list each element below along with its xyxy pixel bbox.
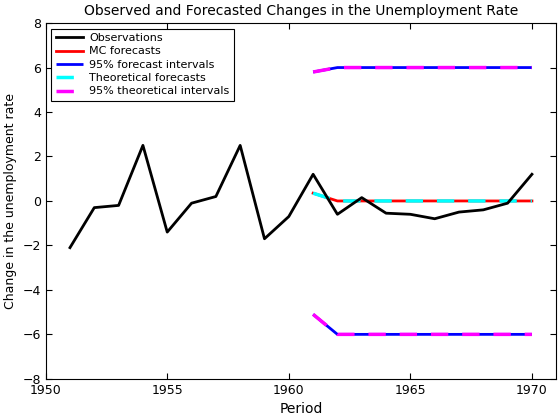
95% forecast intervals [334, 65, 341, 70]
95% theoretical intervals [407, 65, 414, 70]
95% forecast intervals [407, 65, 414, 70]
Observations [456, 210, 463, 215]
MC forecasts [382, 198, 389, 203]
95% forecast intervals [456, 65, 463, 70]
Observations [529, 172, 535, 177]
95% theoretical intervals [456, 65, 463, 70]
95% forecast intervals [382, 65, 389, 70]
Observations [480, 207, 487, 213]
95% theoretical intervals [358, 65, 365, 70]
Theoretical forecasts [529, 198, 535, 203]
Theoretical forecasts [504, 198, 511, 203]
Line: MC forecasts: MC forecasts [313, 193, 532, 201]
Observations [212, 194, 219, 199]
Y-axis label: Change in the unemployment rate: Change in the unemployment rate [4, 93, 17, 309]
95% theoretical intervals [334, 65, 341, 70]
95% theoretical intervals [382, 65, 389, 70]
95% forecast intervals [504, 65, 511, 70]
95% theoretical intervals [431, 65, 438, 70]
Observations [164, 230, 171, 235]
Observations [115, 203, 122, 208]
MC forecasts [529, 198, 535, 203]
Theoretical forecasts [480, 198, 487, 203]
Line: Observations: Observations [70, 145, 532, 248]
X-axis label: Period: Period [279, 402, 323, 416]
Observations [358, 195, 365, 200]
95% theoretical intervals [504, 65, 511, 70]
MC forecasts [456, 198, 463, 203]
MC forecasts [310, 191, 316, 196]
MC forecasts [504, 198, 511, 203]
Theoretical forecasts [310, 191, 316, 196]
Observations [334, 212, 341, 217]
MC forecasts [480, 198, 487, 203]
95% forecast intervals [529, 65, 535, 70]
Observations [310, 172, 316, 177]
95% theoretical intervals [310, 69, 316, 74]
Observations [407, 212, 414, 217]
Theoretical forecasts [456, 198, 463, 203]
Theoretical forecasts [358, 198, 365, 203]
Observations [504, 201, 511, 206]
Theoretical forecasts [431, 198, 438, 203]
MC forecasts [407, 198, 414, 203]
Observations [286, 214, 292, 219]
Line: Theoretical forecasts: Theoretical forecasts [313, 193, 532, 201]
Observations [237, 143, 244, 148]
Title: Observed and Forecasted Changes in the Unemployment Rate: Observed and Forecasted Changes in the U… [84, 4, 518, 18]
Observations [382, 211, 389, 216]
Observations [67, 245, 73, 250]
MC forecasts [358, 198, 365, 203]
Legend: Observations, MC forecasts, 95% forecast intervals, Theoretical forecasts, 95% t: Observations, MC forecasts, 95% forecast… [51, 29, 234, 101]
95% forecast intervals [431, 65, 438, 70]
95% forecast intervals [358, 65, 365, 70]
95% forecast intervals [480, 65, 487, 70]
Theoretical forecasts [407, 198, 414, 203]
Observations [431, 216, 438, 221]
Observations [188, 201, 195, 206]
Theoretical forecasts [334, 198, 341, 203]
Line: 95% theoretical intervals: 95% theoretical intervals [313, 68, 532, 72]
Observations [91, 205, 97, 210]
Line: 95% forecast intervals: 95% forecast intervals [313, 68, 532, 72]
95% theoretical intervals [480, 65, 487, 70]
MC forecasts [334, 198, 341, 203]
Observations [261, 236, 268, 241]
95% forecast intervals [310, 69, 316, 74]
95% theoretical intervals [529, 65, 535, 70]
Observations [139, 143, 146, 148]
MC forecasts [431, 198, 438, 203]
Theoretical forecasts [382, 198, 389, 203]
